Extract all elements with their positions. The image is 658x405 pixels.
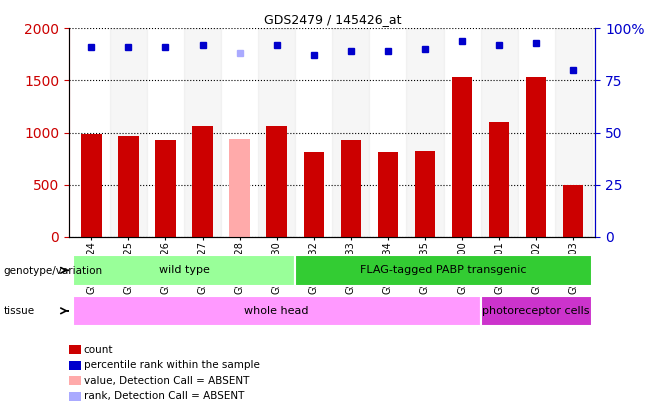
Bar (192, 126, 213, 237)
Bar (295, 255, 592, 286)
Bar (230, 139, 250, 237)
Text: tissue: tissue (3, 306, 34, 316)
Bar (118, 136, 139, 237)
Bar (415, 151, 435, 237)
Text: count: count (84, 345, 113, 355)
Bar (378, 152, 398, 237)
Bar (555, 28, 592, 237)
Text: rank, Detection Call = ABSENT: rank, Detection Call = ABSENT (84, 391, 244, 401)
Bar (480, 28, 518, 237)
Text: value, Detection Call = ABSENT: value, Detection Call = ABSENT (84, 376, 249, 386)
Bar (303, 152, 324, 237)
Text: photoreceptor cells: photoreceptor cells (482, 306, 590, 316)
Bar (110, 28, 147, 237)
Bar (81, 134, 101, 237)
Text: percentile rank within the sample: percentile rank within the sample (84, 360, 259, 370)
Bar (266, 126, 287, 237)
Bar (332, 28, 369, 237)
Text: wild type: wild type (159, 265, 209, 275)
Bar (452, 77, 472, 237)
Bar (480, 296, 592, 326)
Text: FLAG-tagged PABP transgenic: FLAG-tagged PABP transgenic (360, 265, 527, 275)
Bar (341, 140, 361, 237)
Bar (73, 255, 295, 286)
Text: genotype/variation: genotype/variation (3, 266, 103, 275)
Bar (526, 77, 546, 237)
Bar (155, 140, 176, 237)
Bar (407, 28, 443, 237)
Bar (489, 122, 509, 237)
Title: GDS2479 / 145426_at: GDS2479 / 145426_at (264, 13, 401, 26)
Bar (563, 185, 584, 237)
Bar (258, 28, 295, 237)
Bar (184, 28, 221, 237)
Bar (73, 296, 480, 326)
Text: whole head: whole head (244, 306, 309, 316)
